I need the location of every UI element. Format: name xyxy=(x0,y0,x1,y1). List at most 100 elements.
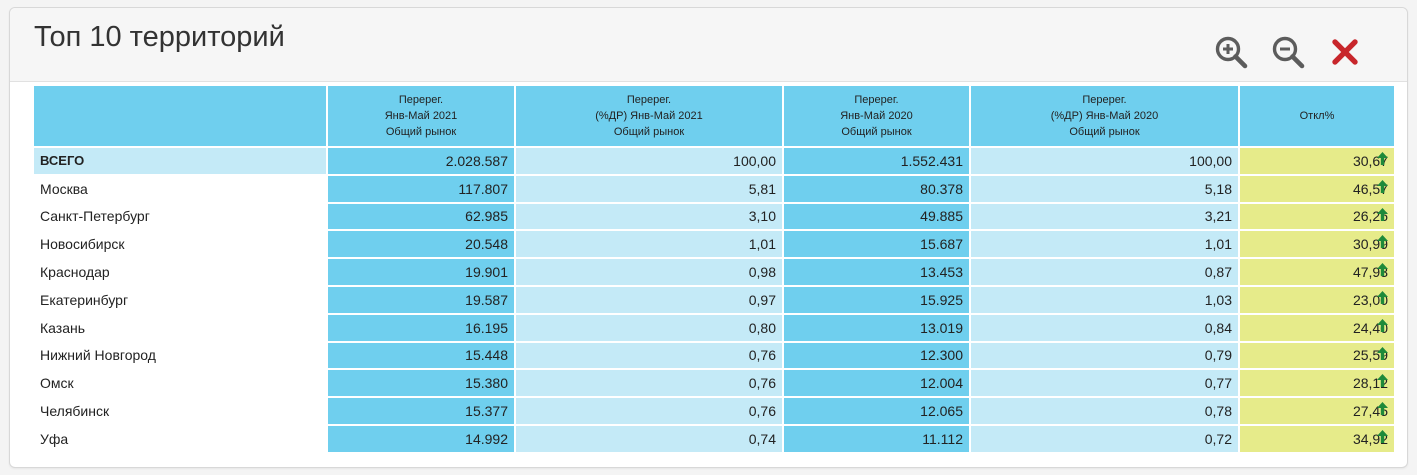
deviation-cell: 34,92 xyxy=(1238,423,1396,454)
deviation-cell: 30,99 xyxy=(1238,229,1396,260)
cell-value: 49.885 xyxy=(920,208,963,225)
cell-value: Уфа xyxy=(40,430,69,447)
arrow-up-icon xyxy=(1377,318,1388,332)
table-row[interactable]: Нижний Новгород 15.448 0,76 12.300 0,79 25,59 xyxy=(32,340,1396,371)
column-header-share-2020[interactable]: Перерег. (%ДР) Янв-Май 2020 Общий рынок xyxy=(969,84,1240,148)
territory-name-cell: Уфа xyxy=(32,423,328,454)
column-header-territory[interactable] xyxy=(32,84,328,148)
cell-value: 14.992 xyxy=(465,430,508,447)
table-row[interactable]: Уфа 14.992 0,74 11.112 0,72 34,92 xyxy=(32,423,1396,454)
rereg-2021-cell: 15.377 xyxy=(326,396,516,426)
arrow-up-icon xyxy=(1377,374,1388,388)
share-2021-cell: 0,80 xyxy=(514,312,784,343)
header-line: Общий рынок xyxy=(385,126,457,138)
cell-value: 100,00 xyxy=(1189,152,1232,169)
table-row[interactable]: Омск 15.380 0,76 12.004 0,77 28,12 xyxy=(32,368,1396,399)
panel-header: Топ 10 территорий xyxy=(10,8,1407,82)
header-line: Общий рынок xyxy=(1069,126,1140,138)
territory-name-cell: Краснодар xyxy=(32,257,328,287)
zoom-in-button[interactable] xyxy=(1211,32,1251,72)
share-2020-cell: 1,01 xyxy=(969,229,1240,260)
cell-value: 11.112 xyxy=(922,430,963,447)
zoom-out-icon xyxy=(1272,36,1305,69)
cell-value: 0,76 xyxy=(748,403,776,420)
table-row[interactable]: Екатеринбург 19.587 0,97 15.925 1,03 23,00 xyxy=(32,284,1396,315)
cell-value: 0,80 xyxy=(748,319,776,336)
share-2020-cell: 3,21 xyxy=(969,201,1240,232)
cell-value: 0,87 xyxy=(1204,264,1232,281)
zoom-out-button[interactable] xyxy=(1268,32,1308,72)
cell-value: ВСЕГО xyxy=(40,153,85,169)
rereg-2020-cell: 15.687 xyxy=(782,229,971,260)
rereg-2021-cell: 62.985 xyxy=(326,201,516,232)
cell-value: 12.004 xyxy=(920,375,963,392)
territory-name-cell: Нижний Новгород xyxy=(32,340,328,371)
rereg-2020-cell: 49.885 xyxy=(782,201,971,232)
total-row[interactable]: ВСЕГО 2.028.587 100,00 1.552.431 100,00 30,67 xyxy=(32,146,1396,176)
cell-value: 0,97 xyxy=(748,291,776,308)
share-2021-cell: 100,00 xyxy=(514,146,784,176)
cell-value: 15.925 xyxy=(920,291,963,308)
cell-value: 0,72 xyxy=(1204,430,1232,447)
cell-value: 62.985 xyxy=(465,208,508,225)
cell-value: 5,18 xyxy=(1204,180,1232,197)
cell-value: 0,78 xyxy=(1204,403,1232,420)
cell-value: 19.587 xyxy=(465,291,508,308)
table-row[interactable]: Санкт-Петербург 62.985 3,10 49.885 3,21 26,26 xyxy=(32,201,1396,232)
cell-value: 80.378 xyxy=(920,180,963,197)
cell-value: Челябинск xyxy=(40,403,110,420)
share-2021-cell: 0,98 xyxy=(514,257,784,287)
rereg-2021-cell: 15.448 xyxy=(326,340,516,371)
rereg-2020-cell: 12.300 xyxy=(782,340,971,371)
table-row[interactable]: Краснодар 19.901 0,98 13.453 0,87 47,93 xyxy=(32,257,1396,287)
share-2021-cell: 5,81 xyxy=(514,173,784,204)
cell-value: 0,76 xyxy=(748,347,776,364)
table-row[interactable]: Новосибирск 20.548 1,01 15.687 1,01 30,99 xyxy=(32,229,1396,260)
cell-value: 19.901 xyxy=(465,264,508,281)
deviation-cell: 25,59 xyxy=(1238,340,1396,371)
header-line: Перерег. xyxy=(1082,94,1127,106)
share-2020-cell: 0,84 xyxy=(969,312,1240,343)
table-row[interactable]: Челябинск 15.377 0,76 12.065 0,78 27,45 xyxy=(32,396,1396,426)
share-2020-cell: 1,03 xyxy=(969,284,1240,315)
panel-title: Топ 10 территорий xyxy=(34,21,285,53)
table-row[interactable]: Казань 16.195 0,80 13.019 0,84 24,40 xyxy=(32,312,1396,343)
cell-value: Нижний Новгород xyxy=(40,347,156,364)
cell-value: 0,74 xyxy=(748,430,776,447)
territory-name-cell: Москва xyxy=(32,173,328,204)
share-2020-cell: 100,00 xyxy=(969,146,1240,176)
header-line: Перерег. xyxy=(398,94,444,106)
cell-value: 0,84 xyxy=(1204,319,1232,336)
cell-value: Новосибирск xyxy=(40,236,125,253)
header-line: (%ДР) Янв-Май 2020 xyxy=(1050,110,1159,122)
share-2021-cell: 0,97 xyxy=(514,284,784,315)
cell-value: 2.028.587 xyxy=(445,152,508,169)
column-header-deviation[interactable]: Откл% xyxy=(1238,84,1396,148)
table-row[interactable]: Москва 117.807 5,81 80.378 5,18 46,57 xyxy=(32,173,1396,204)
share-2021-cell: 1,01 xyxy=(514,229,784,260)
table-header-row: Перерег. Янв-Май 2021 Общий рынок Перерег.… xyxy=(32,84,1396,148)
territories-table-wrap: Перерег. Янв-Май 2021 Общий рынок Перерег.… xyxy=(32,84,1396,454)
rereg-2021-cell: 19.901 xyxy=(326,257,516,287)
rereg-2020-cell: 13.019 xyxy=(782,312,971,343)
column-header-rereg-2020[interactable]: Перерег. Янв-Май 2020 Общий рынок xyxy=(782,84,971,148)
deviation-cell: 30,67 xyxy=(1238,146,1396,176)
share-2021-cell: 0,76 xyxy=(514,340,784,371)
share-2020-cell: 5,18 xyxy=(969,173,1240,204)
arrow-up-icon xyxy=(1377,179,1388,193)
rereg-2021-cell: 16.195 xyxy=(326,312,516,343)
top-territories-panel: Топ 10 территорий xyxy=(9,7,1408,468)
cell-value: 3,21 xyxy=(1204,208,1232,225)
column-header-share-2021[interactable]: Перерег. (%ДР) Янв-Май 2021 Общий рынок xyxy=(514,84,784,148)
zoom-in-icon xyxy=(1215,36,1248,69)
share-2020-cell: 0,72 xyxy=(969,423,1240,454)
rereg-2021-cell: 15.380 xyxy=(326,368,516,399)
cell-value: 13.019 xyxy=(920,319,963,336)
territory-name-cell: ВСЕГО xyxy=(32,146,328,176)
cell-value: 1.552.431 xyxy=(900,152,963,169)
arrow-up-icon xyxy=(1377,402,1388,416)
column-header-rereg-2021[interactable]: Перерег. Янв-Май 2021 Общий рынок xyxy=(326,84,516,148)
deviation-cell: 46,57 xyxy=(1238,173,1396,204)
close-button[interactable] xyxy=(1325,32,1365,72)
panel-tools xyxy=(1211,32,1365,72)
